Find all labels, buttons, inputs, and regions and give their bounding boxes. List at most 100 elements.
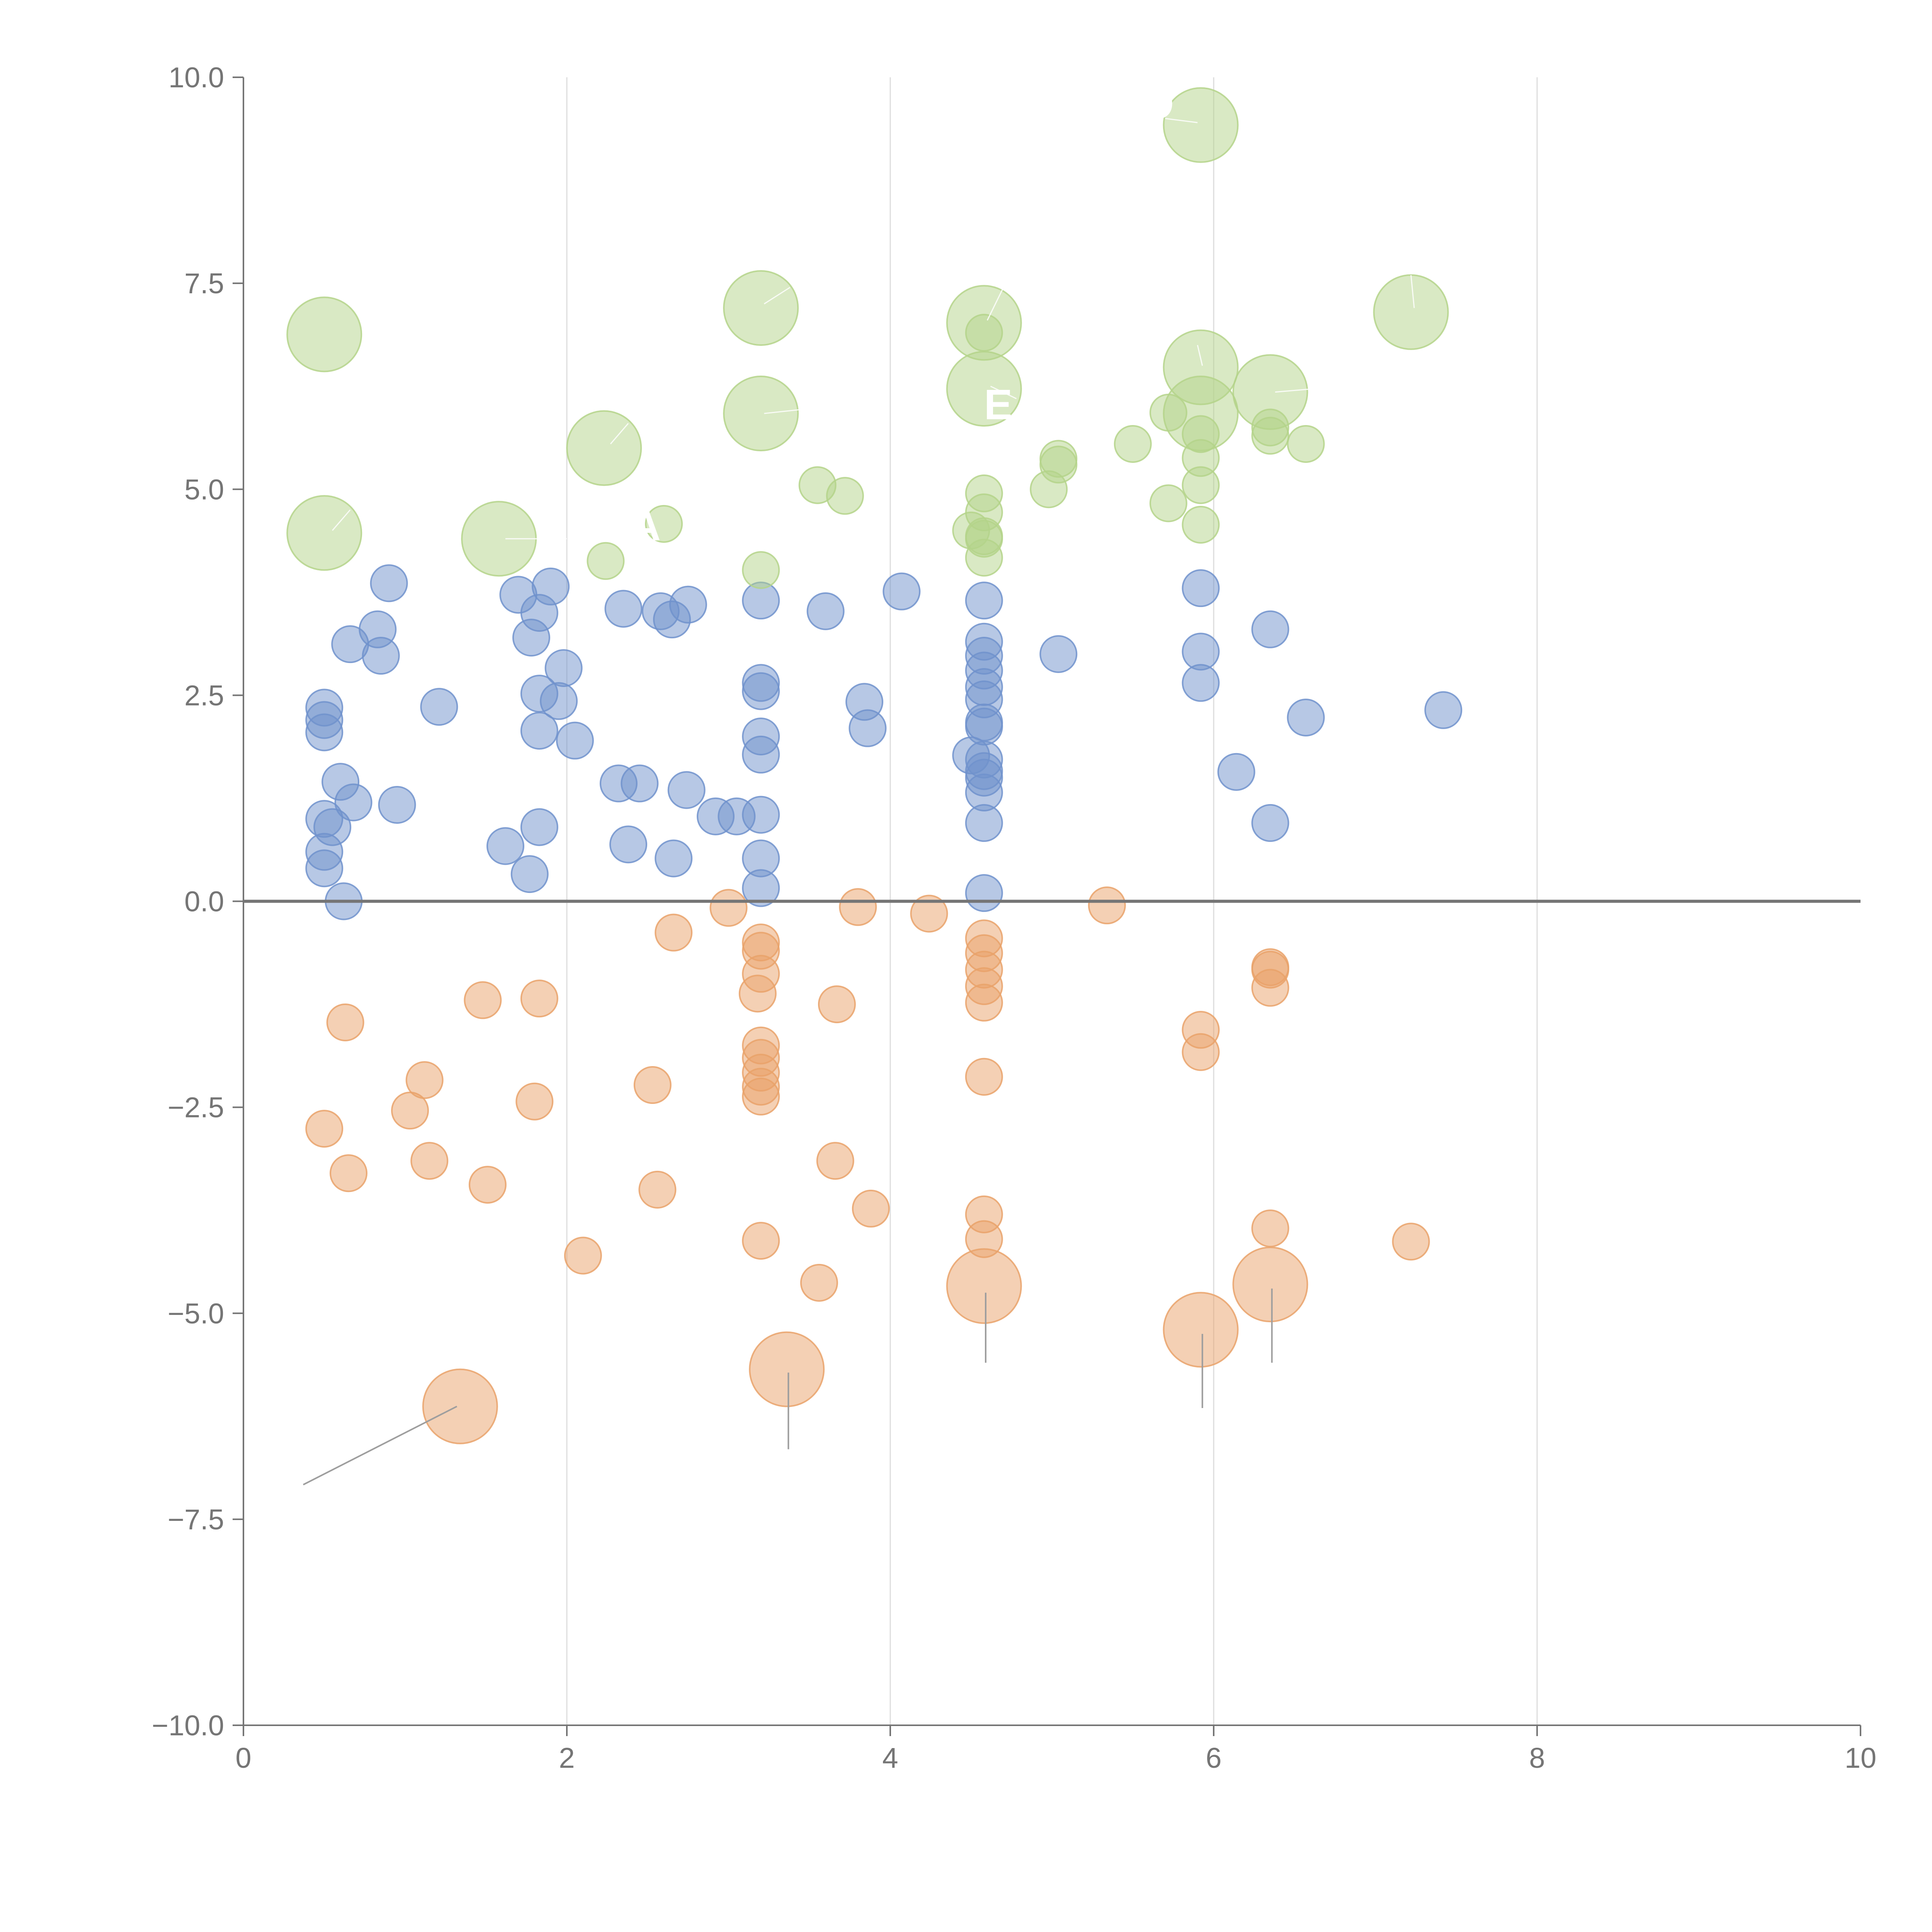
bubble-point	[410, 1142, 449, 1180]
large-bubble	[566, 410, 642, 486]
bubble-point	[621, 764, 659, 803]
x-tick-label: 0	[235, 1742, 251, 1774]
large-bubbles	[286, 87, 1449, 1444]
large-bubble	[422, 1368, 498, 1444]
bubble-point	[1088, 886, 1126, 925]
bubble-point	[391, 1092, 429, 1130]
large-bubble	[1163, 87, 1239, 163]
bubble-point	[742, 1077, 780, 1116]
bubble-point	[544, 649, 583, 687]
large-bubble	[946, 1248, 1022, 1324]
bubble-point	[520, 980, 558, 1018]
point-labels: O TA E	[607, 80, 1174, 550]
bubble-point	[818, 985, 856, 1024]
bubble-point	[330, 1154, 368, 1192]
bubble-point	[883, 572, 921, 611]
large-bubble	[723, 270, 799, 346]
bubble-point	[633, 1066, 672, 1104]
leader-line	[1197, 345, 1203, 366]
leader-line	[1410, 275, 1415, 308]
x-tick-label: 4	[882, 1742, 898, 1774]
bubble-point	[742, 735, 780, 774]
bubble-point	[839, 888, 877, 926]
bubble-point	[1182, 1033, 1220, 1071]
bubble-point	[510, 855, 549, 893]
large-bubble	[1232, 1247, 1308, 1323]
large-bubble	[1163, 376, 1239, 452]
bubble-point	[742, 796, 780, 834]
large-bubble	[1232, 354, 1308, 430]
bubble-point	[965, 1058, 1003, 1096]
bubble-point	[1149, 484, 1187, 522]
bubble-point	[1251, 804, 1289, 842]
leader-line	[764, 406, 826, 414]
bubble-point	[1182, 569, 1220, 607]
bubble-point	[464, 981, 502, 1019]
large-bubble	[946, 351, 1022, 427]
bubble-point	[362, 637, 400, 675]
bubble-point	[532, 567, 570, 605]
bubble-point	[1114, 425, 1152, 463]
bubble-point	[564, 1236, 602, 1275]
bubble-point	[1182, 466, 1220, 504]
bubble-point	[587, 542, 625, 580]
large-bubble	[286, 495, 362, 571]
x-tick-label: 8	[1529, 1742, 1545, 1774]
bubble-point	[826, 477, 864, 515]
bubble-point	[420, 688, 458, 726]
bubble-point	[655, 839, 693, 878]
x-tick-label: 6	[1206, 1742, 1221, 1774]
bubble-point	[1182, 664, 1220, 702]
bubble-point	[1251, 610, 1289, 648]
point-label: E	[984, 381, 1012, 429]
bubble-point	[609, 825, 648, 864]
bubble-point	[520, 712, 558, 750]
bubble-point	[1287, 698, 1325, 736]
leader-line	[610, 423, 629, 444]
bubble-point	[305, 713, 344, 752]
bubble-point	[515, 1082, 554, 1121]
y-tick-label: 2.5	[184, 679, 224, 711]
large-bubble	[749, 1331, 825, 1407]
bubble-point	[1182, 505, 1220, 544]
bubble-point	[378, 786, 416, 824]
leader-line	[332, 509, 351, 531]
bubble-point	[667, 771, 706, 809]
y-tick-label: −5.0	[168, 1298, 224, 1330]
bubble-point	[1217, 753, 1255, 791]
x-tick-label: 2	[559, 1742, 575, 1774]
leader-line	[764, 287, 791, 304]
bubble-point	[520, 808, 558, 846]
x-tick-label: 10	[1845, 1742, 1876, 1774]
bubble-point	[638, 1170, 677, 1209]
leader-line	[1165, 118, 1198, 123]
y-tick-label: −2.5	[168, 1092, 224, 1124]
bubble-point	[965, 874, 1003, 912]
leader-line	[990, 386, 1017, 400]
bubble-point	[910, 895, 948, 933]
bubble-point	[486, 827, 524, 865]
series-orange-points	[305, 886, 1430, 1302]
bubble-point	[742, 1222, 780, 1260]
bubble-point	[1251, 969, 1289, 1007]
y-tick-label: 0.0	[184, 886, 224, 918]
y-tick-label: 7.5	[184, 267, 224, 299]
bubble-point	[965, 582, 1003, 620]
y-axis-ticks: 10.0 7.5 5.0 2.5 0.0 −2.5 −5.0 −7.5 −10.0	[152, 61, 243, 1742]
y-tick-label: −7.5	[168, 1503, 224, 1536]
large-bubble	[1163, 1292, 1239, 1368]
bubble-point	[1039, 635, 1078, 673]
bubble-point	[334, 783, 372, 821]
bubble-point	[849, 709, 887, 747]
bubble-point	[1424, 691, 1463, 729]
bubble-point	[305, 1110, 344, 1148]
x-axis-ticks: 0 2 4 6 8 10	[235, 1725, 1876, 1774]
bubble-point	[669, 585, 707, 624]
bubble-point	[965, 983, 1003, 1022]
label-leader-lines	[303, 118, 1415, 1486]
bubble-point	[305, 849, 344, 888]
bubble-point	[965, 539, 1003, 577]
large-bubble	[1373, 274, 1449, 350]
leader-line	[303, 1405, 457, 1486]
